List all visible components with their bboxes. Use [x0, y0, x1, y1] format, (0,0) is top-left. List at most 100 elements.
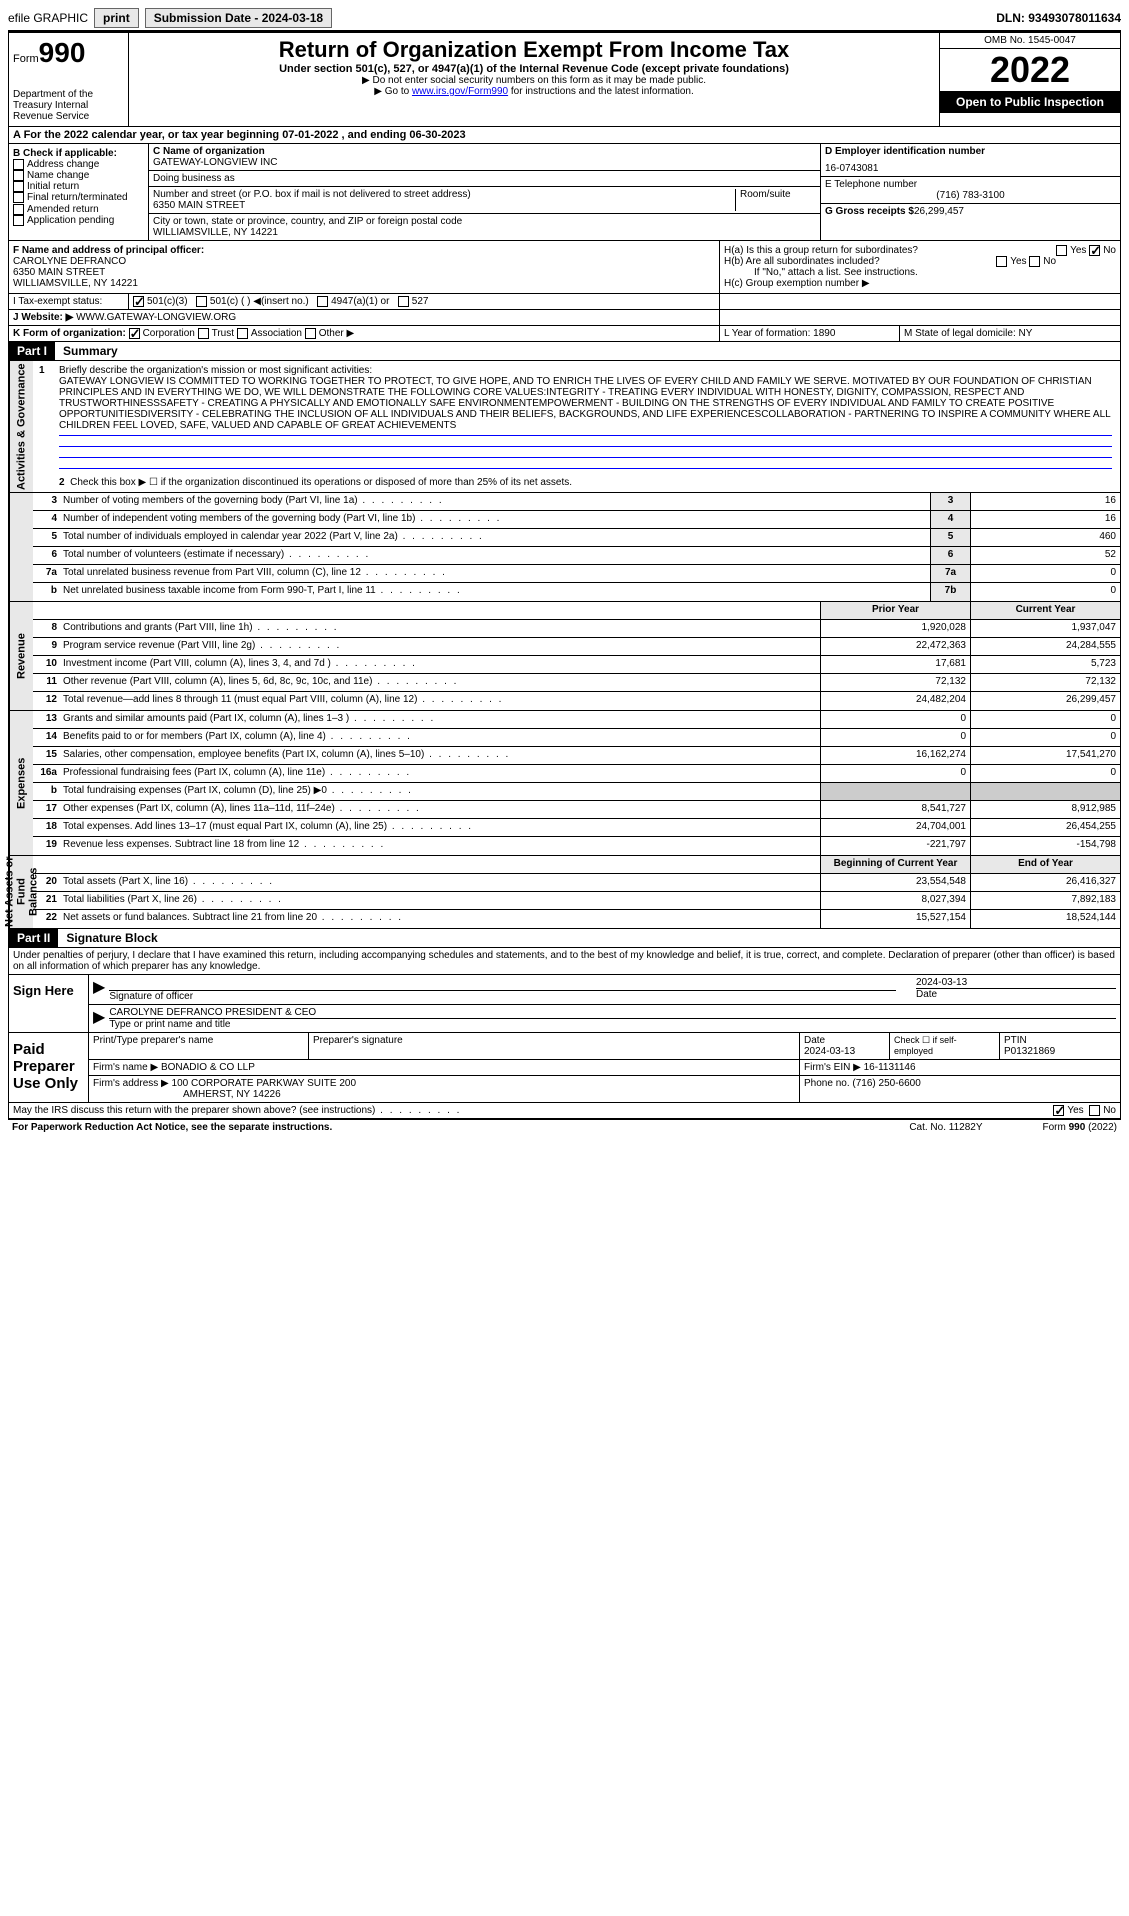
check-501c[interactable]: [196, 296, 207, 307]
signature-block: Sign Here ▶ Signature of officer 2024-03…: [8, 975, 1121, 1103]
governance-table: 3Number of voting members of the governi…: [8, 493, 1121, 602]
ein-label: D Employer identification number: [825, 146, 1116, 157]
check-501c3[interactable]: [133, 296, 144, 307]
officer-label: F Name and address of principal officer:: [13, 245, 715, 256]
table-row: 16aProfessional fundraising fees (Part I…: [9, 765, 1120, 783]
table-row: 13Grants and similar amounts paid (Part …: [9, 711, 1120, 729]
check-other[interactable]: [305, 328, 316, 339]
telephone-value: (716) 783-3100: [825, 190, 1116, 201]
table-row: 3Number of voting members of the governi…: [9, 493, 1120, 511]
officer-addr1: 6350 MAIN STREET: [13, 267, 715, 278]
paperwork-notice: For Paperwork Reduction Act Notice, see …: [12, 1122, 332, 1133]
part2-header: Part II Signature Block: [8, 929, 1121, 948]
form-note1: ▶ Do not enter social security numbers o…: [133, 75, 935, 86]
form-title: Return of Organization Exempt From Incom…: [133, 37, 935, 63]
ptin-value: P01321869: [1004, 1046, 1055, 1057]
table-row: 21Total liabilities (Part X, line 26)8,0…: [9, 892, 1120, 910]
check-trust[interactable]: [198, 328, 209, 339]
address-label: Number and street (or P.O. box if mail i…: [153, 189, 731, 200]
date-label: Date: [916, 989, 1116, 1000]
dba-label: Doing business as: [153, 173, 816, 184]
check-application-pending[interactable]: Application pending: [13, 215, 144, 226]
prep-date: 2024-03-13: [804, 1046, 855, 1057]
section-fh: F Name and address of principal officer:…: [8, 241, 1121, 294]
sign-date: 2024-03-13: [916, 977, 1116, 989]
form-subtitle: Under section 501(c), 527, or 4947(a)(1)…: [133, 63, 935, 75]
print-button[interactable]: print: [94, 8, 139, 28]
table-row: 14Benefits paid to or for members (Part …: [9, 729, 1120, 747]
check-527[interactable]: [398, 296, 409, 307]
table-row: bTotal fundraising expenses (Part IX, co…: [9, 783, 1120, 801]
room-suite-label: Room/suite: [736, 189, 816, 211]
arrow-icon: ▶: [93, 977, 105, 1002]
firm-addr2: AMHERST, NY 14226: [183, 1089, 281, 1100]
col-end-year: End of Year: [970, 856, 1120, 873]
ha-group-return: H(a) Is this a group return for subordin…: [724, 245, 1116, 256]
check-final-return[interactable]: Final return/terminated: [13, 192, 144, 203]
table-row: bNet unrelated business taxable income f…: [9, 583, 1120, 601]
tax-exempt-status-row: I Tax-exempt status: 501(c)(3) 501(c) ( …: [8, 294, 1121, 310]
irs-link[interactable]: www.irs.gov/Form990: [412, 86, 508, 97]
cat-number: Cat. No. 11282Y: [909, 1122, 982, 1133]
table-row: 22Net assets or fund balances. Subtract …: [9, 910, 1120, 928]
firm-ein: 16-1131146: [864, 1062, 916, 1073]
footer-row: For Paperwork Reduction Act Notice, see …: [8, 1119, 1121, 1135]
mission-block: Activities & Governance 1 Briefly descri…: [8, 361, 1121, 493]
check-association[interactable]: [237, 328, 248, 339]
efile-label: efile GRAPHIC: [8, 11, 88, 25]
m-state-domicile: M State of legal domicile: NY: [900, 326, 1120, 341]
col-current-year: Current Year: [970, 602, 1120, 619]
l-year-formation: L Year of formation: 1890: [720, 326, 900, 341]
city-value: WILLIAMSVILLE, NY 14221: [153, 227, 816, 238]
prep-name-label: Print/Type preparer's name: [89, 1033, 309, 1059]
table-row: 6Total number of volunteers (estimate if…: [9, 547, 1120, 565]
k-label: K Form of organization:: [13, 328, 126, 339]
table-row: 8Contributions and grants (Part VIII, li…: [9, 620, 1120, 638]
check-initial-return[interactable]: Initial return: [13, 181, 144, 192]
dln: DLN: 93493078011634: [996, 11, 1121, 25]
gross-receipts: G Gross receipts $26,299,457: [821, 204, 1120, 219]
table-row: 4Number of independent voting members of…: [9, 511, 1120, 529]
org-name: GATEWAY-LONGVIEW INC: [153, 157, 816, 168]
address-value: 6350 MAIN STREET: [153, 200, 731, 211]
arrow-icon: ▶: [93, 1007, 105, 1030]
table-row: 10Investment income (Part VIII, column (…: [9, 656, 1120, 674]
open-inspection: Open to Public Inspection: [940, 91, 1120, 113]
topbar: efile GRAPHIC print Submission Date - 20…: [8, 8, 1121, 32]
section-bcd: B Check if applicable: Address change Na…: [8, 144, 1121, 241]
submission-date: Submission Date - 2024-03-18: [145, 8, 332, 28]
check-address-change[interactable]: Address change: [13, 159, 144, 170]
check-amended-return[interactable]: Amended return: [13, 204, 144, 215]
table-row: 20Total assets (Part X, line 16)23,554,5…: [9, 874, 1120, 892]
city-label: City or town, state or province, country…: [153, 216, 816, 227]
col-b-header: B Check if applicable:: [13, 148, 144, 159]
signature-label: Signature of officer: [109, 991, 896, 1002]
check-name-change[interactable]: Name change: [13, 170, 144, 181]
form-id: Form 990 (2022): [1043, 1122, 1117, 1133]
table-row: 17Other expenses (Part IX, column (A), l…: [9, 801, 1120, 819]
row-klm: K Form of organization: Corporation Trus…: [8, 326, 1121, 342]
table-row: 11Other revenue (Part VIII, column (A), …: [9, 674, 1120, 692]
check-4947[interactable]: [317, 296, 328, 307]
hb-subordinates: H(b) Are all subordinates included? Yes …: [724, 256, 1116, 267]
dept-treasury: Department of the Treasury Internal Reve…: [13, 89, 124, 122]
check-discuss-no[interactable]: [1089, 1105, 1100, 1116]
website-row: J Website: ▶ WWW.GATEWAY-LONGVIEW.ORG: [8, 310, 1121, 326]
ein-value: 16-0743081: [825, 163, 1116, 174]
hc-exemption: H(c) Group exemption number ▶: [724, 278, 1116, 289]
check-corporation[interactable]: [129, 328, 140, 339]
website-value: WWW.GATEWAY-LONGVIEW.ORG: [76, 312, 236, 323]
self-employed-check[interactable]: Check ☐ if self-employed: [890, 1033, 1000, 1059]
form-header: Form990 Department of the Treasury Inter…: [8, 32, 1121, 127]
vtab-governance: Activities & Governance: [9, 361, 33, 492]
type-print-label: Type or print name and title: [109, 1019, 1116, 1030]
org-name-label: C Name of organization: [153, 146, 816, 157]
firm-name: BONADIO & CO LLP: [161, 1062, 255, 1073]
firm-phone: (716) 250-6600: [852, 1078, 920, 1089]
vtab-gov2: [9, 493, 33, 601]
tax-year: 2022: [940, 49, 1120, 91]
check-discuss-yes[interactable]: [1053, 1105, 1064, 1116]
omb-number: OMB No. 1545-0047: [940, 33, 1120, 49]
part1-header: Part I Summary: [8, 342, 1121, 361]
form-note2: ▶ Go to www.irs.gov/Form990 for instruct…: [133, 86, 935, 97]
